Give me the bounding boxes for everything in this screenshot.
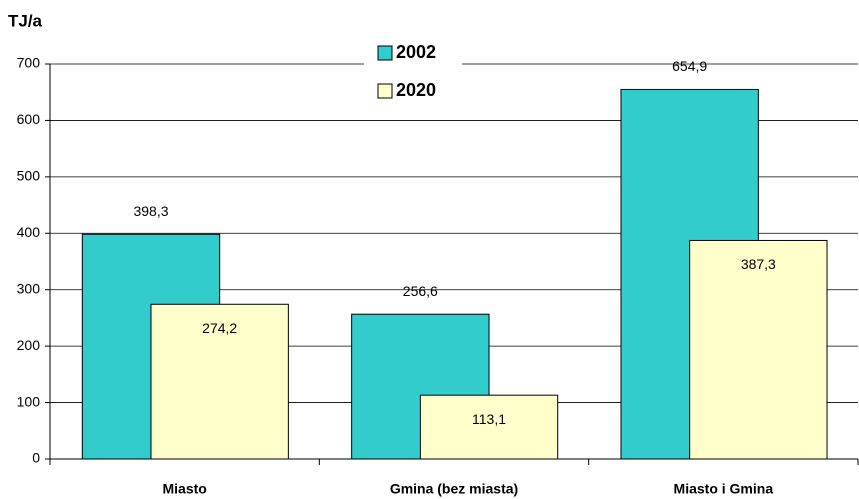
- data-label: 113,1: [472, 411, 506, 427]
- y-tick-label: 700: [17, 55, 41, 71]
- legend-swatch: [377, 45, 393, 61]
- x-tick-label: Miasto i Gmina: [674, 481, 774, 497]
- data-label: 274,2: [202, 320, 237, 336]
- y-tick-label: 0: [32, 450, 40, 466]
- bar: [689, 239, 828, 460]
- data-label: 256,6: [403, 283, 438, 299]
- y-axis-label: TJ/a: [8, 11, 43, 30]
- y-tick-label: 300: [17, 280, 41, 296]
- x-tick-label: Miasto: [162, 481, 206, 497]
- bar: [419, 394, 559, 460]
- data-label: 654,9: [672, 58, 707, 74]
- data-label: 387,3: [741, 256, 776, 272]
- bar: [150, 303, 289, 460]
- bars: [81, 88, 828, 460]
- data-label: 398,3: [133, 203, 168, 219]
- y-tick-label: 600: [17, 111, 41, 127]
- y-tick-label: 200: [17, 337, 41, 353]
- y-tick-label: 500: [17, 168, 41, 184]
- legend-label: 2002: [396, 42, 436, 62]
- y-tick-label: 100: [17, 393, 41, 409]
- y-tick-label: 400: [17, 224, 41, 240]
- legend-swatch: [377, 83, 393, 99]
- x-tick-label: Gmina (bez miasta): [390, 481, 518, 497]
- legend-label: 2020: [396, 80, 436, 100]
